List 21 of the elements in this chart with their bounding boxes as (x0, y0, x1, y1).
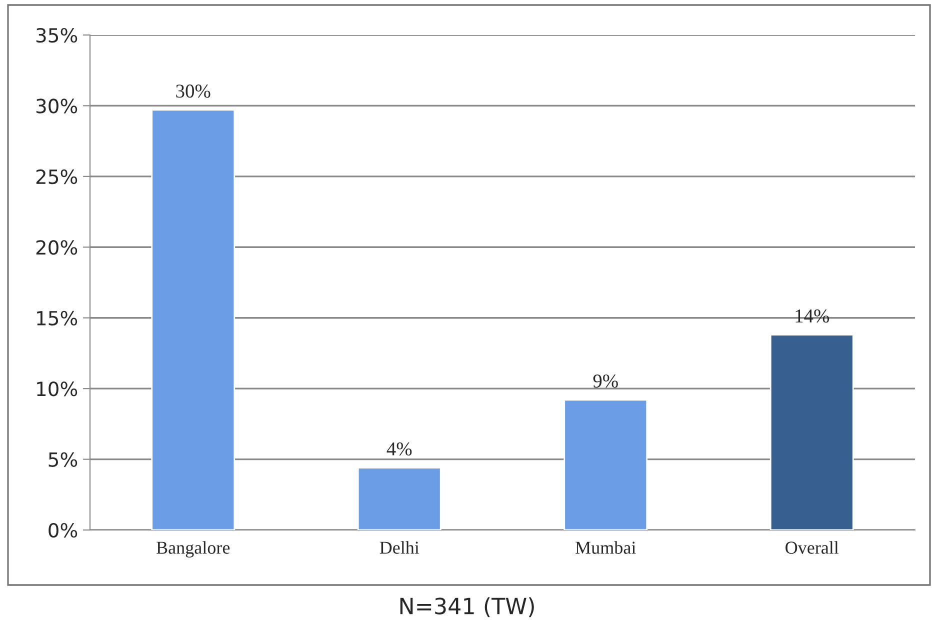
y-tick-label: 5% (48, 452, 78, 467)
y-tick-label: 35% (36, 28, 78, 43)
y-tick-label: 25% (36, 169, 78, 184)
x-tick-label: Delhi (380, 541, 420, 554)
y-tick-label: 15% (37, 310, 78, 326)
y-tick-label: 30% (36, 98, 78, 114)
y-tick-label: 10% (37, 382, 78, 396)
data-label: 30% (176, 84, 210, 98)
y-tick-label: 0% (48, 522, 78, 538)
bar (357, 467, 442, 530)
bar (151, 109, 236, 530)
y-tick-label: 20% (36, 240, 78, 255)
bar (770, 334, 854, 530)
data-label: 14% (796, 309, 830, 323)
bar (564, 399, 648, 530)
x-tick-label: Bangalore (156, 541, 230, 558)
x-tick-label: Overall (786, 541, 839, 554)
data-label: 9% (593, 374, 618, 388)
text: N=341 (TW) (400, 597, 534, 618)
data-label: 4% (386, 442, 412, 456)
x-tick-label: Mumbai (576, 541, 636, 554)
